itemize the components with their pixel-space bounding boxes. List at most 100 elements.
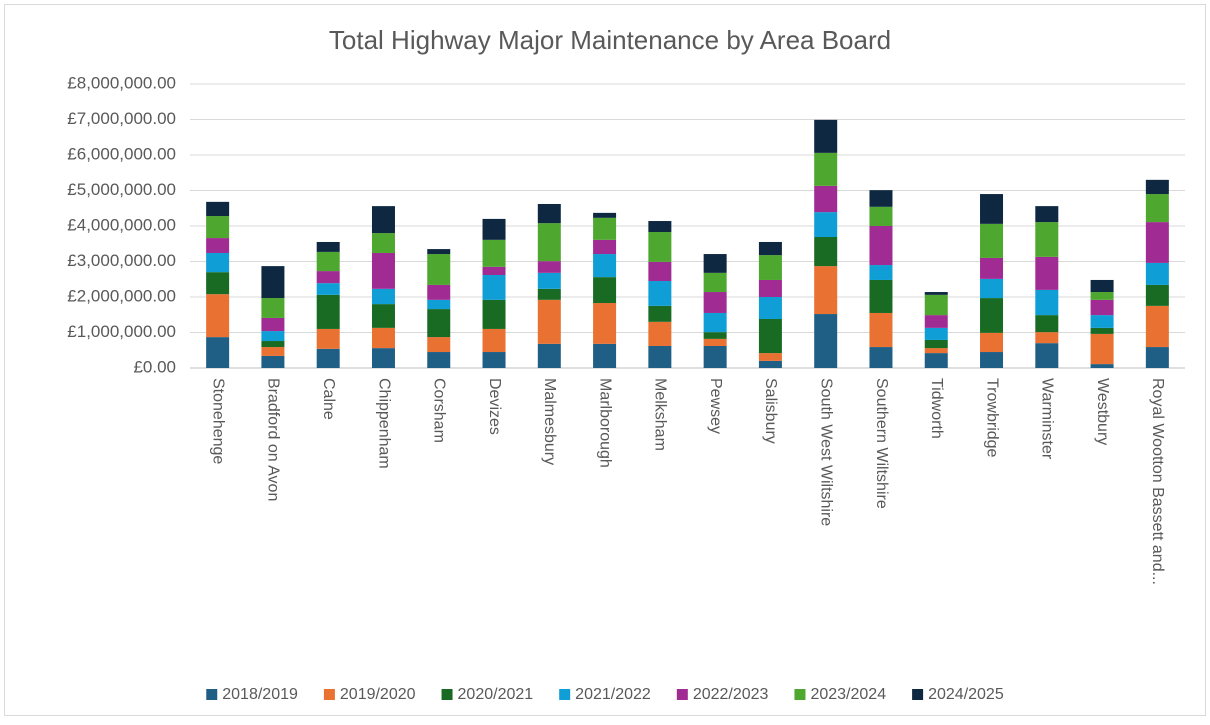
bar-segment <box>482 239 506 267</box>
bar-segment <box>482 352 506 368</box>
bar-segment <box>1090 279 1114 293</box>
bar-segment <box>648 345 672 368</box>
bar-segment <box>1145 284 1169 306</box>
bar-segment <box>1145 347 1169 368</box>
bar-segment <box>1090 364 1114 368</box>
bar-segment <box>316 328 340 349</box>
bar-segment <box>648 261 672 282</box>
bar-segment <box>316 294 340 329</box>
bar-segment <box>648 321 672 346</box>
legend-label: 2018/2019 <box>222 686 298 703</box>
bar-segment <box>869 190 893 207</box>
bar-segment <box>371 304 395 328</box>
bar-segment <box>1090 292 1114 300</box>
x-tick-label: Salisbury <box>762 378 779 444</box>
bar-segment <box>482 274 506 300</box>
bar-segment <box>814 212 838 238</box>
bar-segment <box>1090 333 1114 365</box>
bar-segment <box>537 288 561 300</box>
bar-segment <box>703 254 727 273</box>
bar-segment <box>206 294 230 338</box>
bar-segment <box>758 360 782 368</box>
legend-swatch <box>441 689 453 700</box>
bar-segment <box>427 309 451 338</box>
bar-segment <box>814 185 838 213</box>
bar-segment <box>703 272 727 293</box>
bar-segment <box>924 292 948 295</box>
bar-segment <box>427 254 451 285</box>
bar-segment <box>703 345 727 368</box>
x-tick-label: Calne <box>320 378 337 420</box>
bar-segment <box>482 299 506 329</box>
bar-segment <box>371 233 395 253</box>
bar-segment <box>261 341 285 348</box>
legend-swatch <box>676 689 688 700</box>
bar-segment <box>316 348 340 368</box>
bar-segment <box>206 272 230 295</box>
bar-segment <box>703 338 727 346</box>
x-tick-label: Bradford on Avon <box>265 378 282 501</box>
y-tick-label: £3,000,000.00 <box>67 251 176 270</box>
bar-segment <box>1035 315 1059 333</box>
bar-segment <box>758 319 782 354</box>
chart-title: Total Highway Major Maintenance by Area … <box>329 25 891 55</box>
bar-segment <box>371 348 395 368</box>
bar-segment <box>703 312 727 333</box>
bar-segment <box>1035 289 1059 316</box>
legend-label: 2023/2024 <box>810 686 886 703</box>
y-tick-label: £8,000,000.00 <box>67 73 176 92</box>
bar-segment <box>1035 206 1059 223</box>
bar-segment <box>924 294 948 316</box>
bar-segment <box>371 252 395 289</box>
bar-segment <box>482 266 506 275</box>
bar-segment <box>869 279 893 313</box>
x-tick-label: Westbury <box>1094 378 1111 445</box>
bar-segment <box>206 201 230 217</box>
bar-segment <box>261 266 285 299</box>
bar-segment <box>427 284 451 300</box>
bar-segment <box>593 212 617 218</box>
bar-segment <box>869 206 893 226</box>
bar-segment <box>648 221 672 233</box>
bar-segment <box>261 347 285 356</box>
bar-segment <box>316 271 340 284</box>
bar-segment <box>980 352 1004 368</box>
bar-segment <box>593 217 617 240</box>
bar-segment <box>316 283 340 295</box>
y-tick-label: £1,000,000.00 <box>67 322 176 341</box>
legend-swatch <box>206 689 218 700</box>
bar-segment <box>1145 222 1169 263</box>
x-tick-label: Pewsey <box>707 378 724 434</box>
y-tick-label: £5,000,000.00 <box>67 180 176 199</box>
bar-segment <box>593 303 617 344</box>
x-tick-label: Tidworth <box>928 378 945 439</box>
legend-label: 2021/2022 <box>575 686 651 703</box>
bar-segment <box>980 298 1004 333</box>
bar-segment <box>814 314 838 368</box>
y-tick-label: £2,000,000.00 <box>67 286 176 305</box>
bar-segment <box>758 297 782 320</box>
bar-segment <box>427 299 451 310</box>
bar-segment <box>1145 305 1169 348</box>
bar-segment <box>537 343 561 368</box>
y-tick-label: £0.00 <box>133 357 176 376</box>
bar-segment <box>648 305 672 322</box>
bar-segment <box>593 277 617 304</box>
legend-swatch <box>323 689 335 700</box>
x-tick-label: South West Wiltshire <box>817 378 834 526</box>
bar-segment <box>648 281 672 306</box>
bar-segment <box>703 292 727 313</box>
bar-segment <box>758 279 782 297</box>
bar-segment <box>1145 262 1169 285</box>
legend-swatch <box>559 689 571 700</box>
x-tick-label: Malmesbury <box>541 378 558 465</box>
bar-segment <box>1145 179 1169 195</box>
x-tick-label: Devizes <box>486 378 503 435</box>
bar-segment <box>1090 327 1114 334</box>
legend-label: 2022/2023 <box>693 686 769 703</box>
bar-segment <box>924 348 948 354</box>
bar-segment <box>206 216 230 239</box>
bar-segment <box>593 343 617 368</box>
bar-segment <box>593 254 617 278</box>
